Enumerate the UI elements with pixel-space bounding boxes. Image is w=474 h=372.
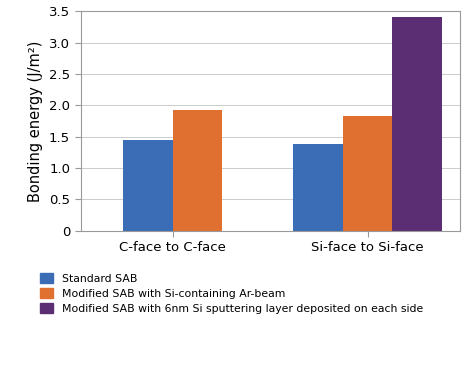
Bar — [293, 144, 343, 231]
Bar — [343, 116, 392, 231]
Bar — [392, 17, 442, 231]
Legend: Standard SAB, Modified SAB with Si-containing Ar-beam, Modified SAB with 6nm Si : Standard SAB, Modified SAB with Si-conta… — [40, 273, 423, 314]
Y-axis label: Bonding energy (J/m²): Bonding energy (J/m²) — [28, 40, 44, 202]
Bar — [173, 110, 222, 231]
Bar — [123, 140, 173, 231]
